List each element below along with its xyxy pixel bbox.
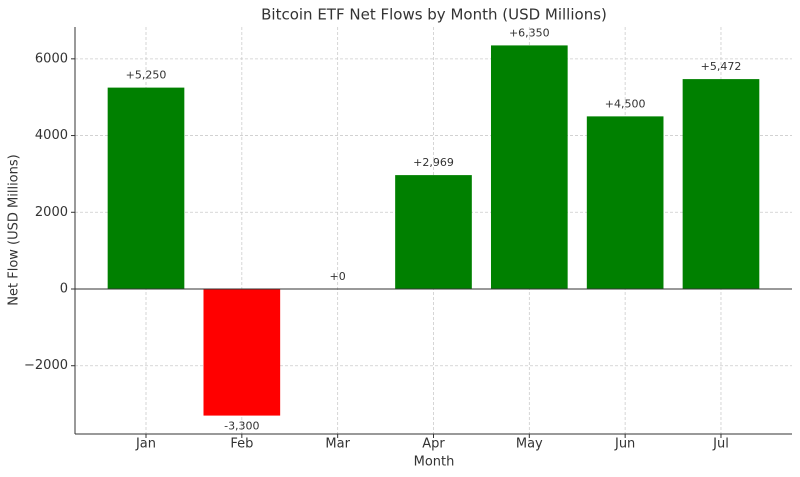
y-tick-label: 0 — [60, 281, 68, 296]
bar — [203, 288, 281, 416]
y-tick-label: −2000 — [24, 358, 68, 373]
y-tick-label: 6000 — [35, 51, 68, 66]
x-tick-label: Jan — [135, 437, 156, 452]
value-label: -3,300 — [224, 420, 259, 433]
value-label: +5,250 — [126, 69, 167, 82]
y-tick-label: 4000 — [35, 128, 68, 143]
x-tick-label: Jul — [712, 437, 729, 452]
x-tick-label: Jun — [614, 437, 635, 452]
x-tick-label: Apr — [422, 437, 445, 452]
value-label: +0 — [330, 270, 346, 283]
chart-title: Bitcoin ETF Net Flows by Month (USD Mill… — [261, 6, 607, 24]
x-axis-label: Month — [414, 455, 455, 470]
y-tick-label: 2000 — [35, 205, 68, 220]
x-tick-label: Feb — [230, 437, 253, 452]
bar — [107, 87, 185, 289]
bar — [490, 45, 568, 289]
value-label: +4,500 — [605, 97, 646, 110]
value-label: +2,969 — [413, 156, 454, 169]
bar — [586, 116, 664, 289]
value-label: +5,472 — [701, 60, 742, 73]
bar — [395, 175, 472, 289]
bar — [682, 79, 760, 289]
y-axis-label: Net Flow (USD Millions) — [7, 154, 22, 305]
value-label: +6,350 — [509, 26, 550, 39]
x-tick-label: May — [516, 437, 543, 452]
x-tick-label: Mar — [325, 437, 350, 452]
